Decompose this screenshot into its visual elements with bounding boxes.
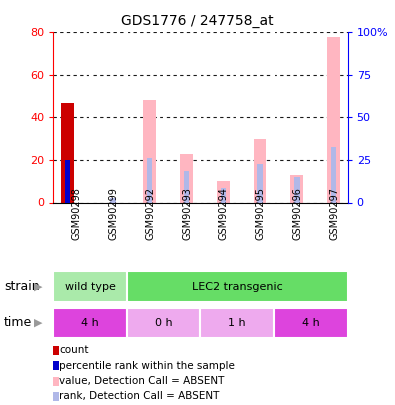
Text: 4 h: 4 h <box>302 318 320 328</box>
Bar <box>64 160 70 202</box>
Bar <box>110 198 116 202</box>
Text: count: count <box>59 345 89 355</box>
Text: wild type: wild type <box>65 281 116 292</box>
Text: 0 h: 0 h <box>155 318 173 328</box>
Bar <box>331 147 337 202</box>
Bar <box>127 271 348 302</box>
Bar <box>254 139 267 202</box>
Text: GSM90295: GSM90295 <box>256 188 266 241</box>
Text: strain: strain <box>4 280 40 293</box>
Text: 1 h: 1 h <box>228 318 246 328</box>
Bar <box>217 181 230 202</box>
Bar <box>127 308 201 338</box>
Bar <box>143 100 156 202</box>
Text: GSM90297: GSM90297 <box>329 188 339 241</box>
Bar <box>201 308 274 338</box>
Bar <box>290 175 303 202</box>
Text: LEC2 transgenic: LEC2 transgenic <box>192 281 282 292</box>
Text: rank, Detection Call = ABSENT: rank, Detection Call = ABSENT <box>59 392 220 401</box>
Bar <box>257 164 263 202</box>
Text: ▶: ▶ <box>34 318 43 328</box>
Bar <box>184 171 189 202</box>
Text: ▶: ▶ <box>34 281 43 292</box>
Text: GSM90292: GSM90292 <box>145 188 155 241</box>
Text: GDS1776 / 247758_at: GDS1776 / 247758_at <box>121 14 274 28</box>
Bar <box>61 102 74 202</box>
Bar <box>327 37 340 202</box>
Text: GSM90298: GSM90298 <box>72 188 82 241</box>
Text: GSM90294: GSM90294 <box>219 188 229 241</box>
Text: GSM90296: GSM90296 <box>292 188 303 241</box>
Text: time: time <box>4 316 32 330</box>
Bar <box>53 308 127 338</box>
Text: percentile rank within the sample: percentile rank within the sample <box>59 361 235 371</box>
Bar <box>220 188 226 202</box>
Bar <box>180 153 193 202</box>
Text: GSM90299: GSM90299 <box>109 188 118 241</box>
Bar <box>294 177 299 202</box>
Bar <box>53 271 127 302</box>
Bar <box>147 158 152 202</box>
Text: GSM90293: GSM90293 <box>182 188 192 241</box>
Text: 4 h: 4 h <box>81 318 99 328</box>
Bar <box>274 308 348 338</box>
Text: value, Detection Call = ABSENT: value, Detection Call = ABSENT <box>59 376 225 386</box>
